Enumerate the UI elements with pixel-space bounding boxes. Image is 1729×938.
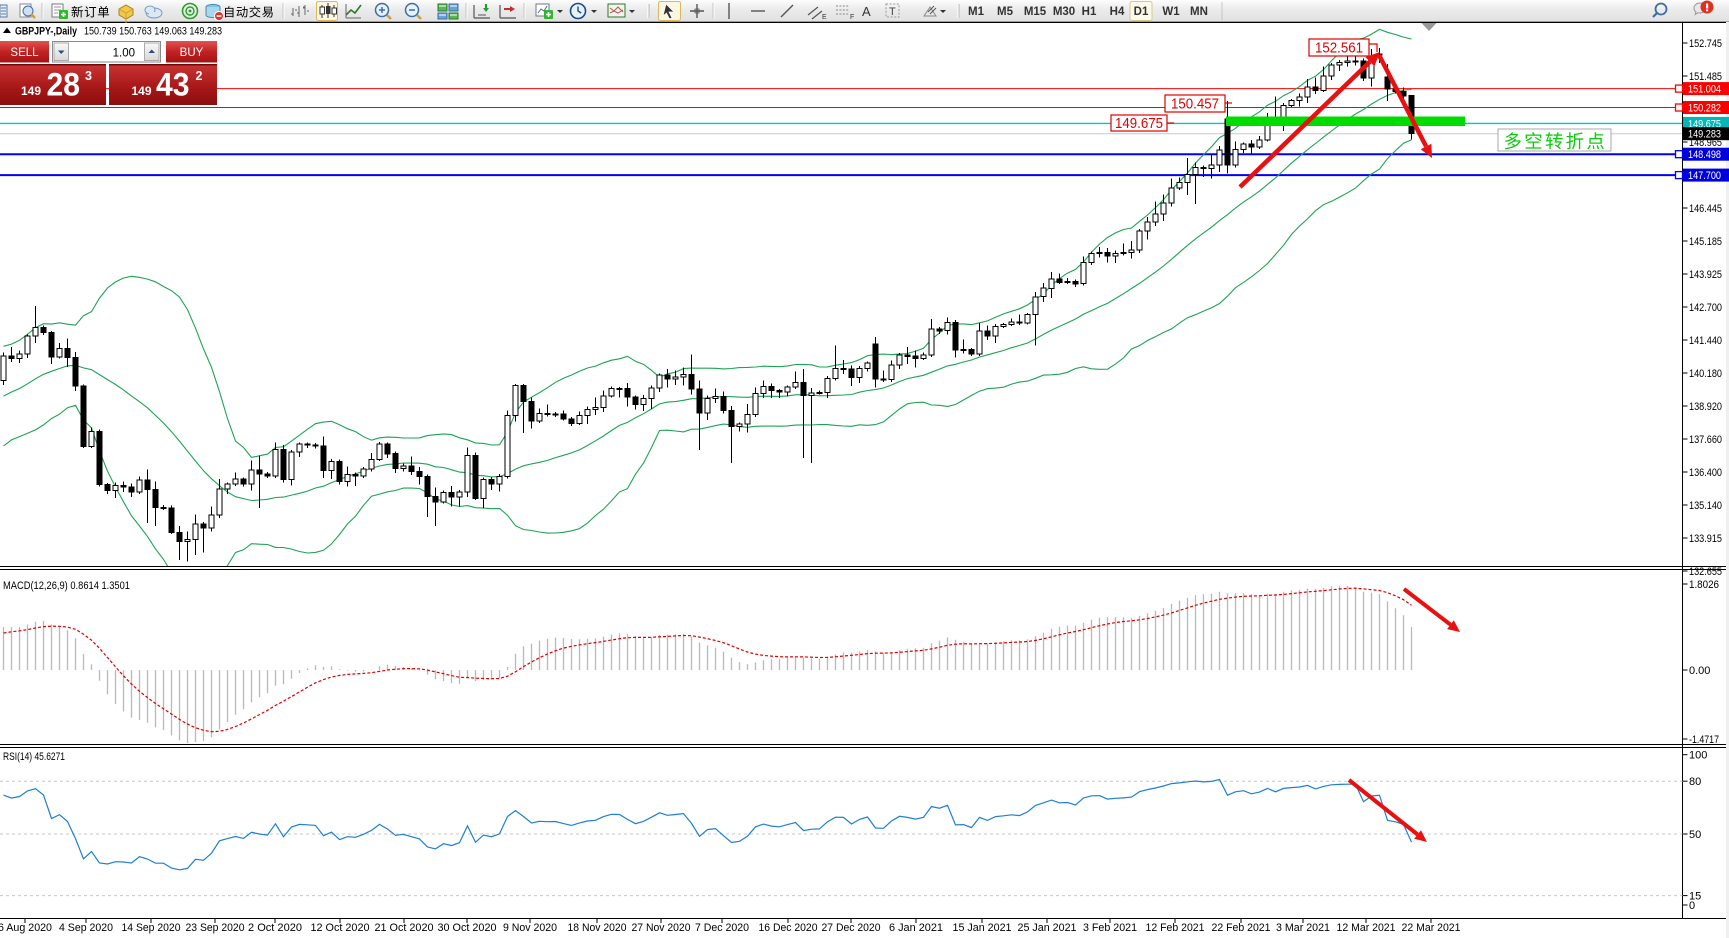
svg-text:147.700: 147.700 xyxy=(1688,170,1721,182)
svg-text:149.675: 149.675 xyxy=(1115,116,1163,132)
svg-text:M5: M5 xyxy=(997,6,1014,18)
svg-text:E: E xyxy=(822,14,827,21)
svg-text:152.745: 152.745 xyxy=(1689,38,1722,50)
svg-text:18 Nov 2020: 18 Nov 2020 xyxy=(568,922,627,934)
svg-text:T: T xyxy=(889,6,896,18)
svg-text:150.739 150.763 149.063 149.28: 150.739 150.763 149.063 149.283 xyxy=(84,26,222,38)
svg-text:152.561: 152.561 xyxy=(1315,41,1363,57)
svg-text:140.180: 140.180 xyxy=(1689,368,1722,380)
svg-text:27 Dec 2020: 27 Dec 2020 xyxy=(822,922,881,934)
svg-text:3 Feb 2021: 3 Feb 2021 xyxy=(1083,922,1137,934)
svg-text:6 Jan 2021: 6 Jan 2021 xyxy=(889,922,943,934)
svg-text:14 Sep 2020: 14 Sep 2020 xyxy=(122,922,181,934)
svg-text:50: 50 xyxy=(1689,829,1701,841)
svg-text:143.925: 143.925 xyxy=(1689,269,1722,281)
svg-text:141.440: 141.440 xyxy=(1689,335,1722,347)
svg-text:149.675: 149.675 xyxy=(1688,118,1721,130)
svg-text:27 Nov 2020: 27 Nov 2020 xyxy=(632,922,691,934)
svg-text:16 Dec 2020: 16 Dec 2020 xyxy=(759,922,818,934)
svg-text:43: 43 xyxy=(156,66,190,102)
svg-text:1.8026: 1.8026 xyxy=(1689,579,1719,591)
svg-text:151.004: 151.004 xyxy=(1688,84,1721,96)
svg-text:148.498: 148.498 xyxy=(1688,149,1721,161)
svg-text:80: 80 xyxy=(1689,776,1701,788)
svg-text:12 Oct 2020: 12 Oct 2020 xyxy=(311,922,370,934)
svg-text:149.283: 149.283 xyxy=(1688,129,1721,141)
svg-text:12 Mar 2021: 12 Mar 2021 xyxy=(1337,922,1396,934)
svg-text:9 Nov 2020: 9 Nov 2020 xyxy=(503,922,557,934)
svg-text:150.282: 150.282 xyxy=(1688,103,1721,115)
svg-text:23 Sep 2020: 23 Sep 2020 xyxy=(186,922,245,934)
svg-text:142.700: 142.700 xyxy=(1689,302,1722,314)
svg-text:12 Feb 2021: 12 Feb 2021 xyxy=(1146,922,1205,934)
svg-text:2: 2 xyxy=(196,69,203,83)
svg-text:149: 149 xyxy=(132,86,152,98)
svg-text:22 Mar 2021: 22 Mar 2021 xyxy=(1402,922,1461,934)
svg-text:28: 28 xyxy=(47,66,81,102)
svg-text:146.445: 146.445 xyxy=(1689,203,1722,215)
svg-text:1.00: 1.00 xyxy=(113,48,135,60)
svg-text:133.915: 133.915 xyxy=(1689,533,1722,545)
svg-text:150.457: 150.457 xyxy=(1171,97,1219,113)
svg-text:3: 3 xyxy=(85,69,92,83)
svg-text:SELL: SELL xyxy=(10,47,39,59)
svg-text:0.00: 0.00 xyxy=(1689,665,1710,677)
svg-text:4 Sep 2020: 4 Sep 2020 xyxy=(59,922,113,934)
svg-text:M15: M15 xyxy=(1024,6,1047,18)
svg-text:135.140: 135.140 xyxy=(1689,500,1722,512)
svg-text:BUY: BUY xyxy=(180,47,204,59)
svg-text:149: 149 xyxy=(21,86,41,98)
svg-text:136.400: 136.400 xyxy=(1689,467,1722,479)
svg-text:H4: H4 xyxy=(1110,6,1125,18)
svg-text:GBPJPY-,Daily: GBPJPY-,Daily xyxy=(15,26,78,38)
svg-text:100: 100 xyxy=(1689,750,1707,762)
svg-text:H1: H1 xyxy=(1082,6,1097,18)
svg-text:MACD(12,26,9) 0.8614 1.3501: MACD(12,26,9) 0.8614 1.3501 xyxy=(3,580,130,592)
svg-text:7 Dec 2020: 7 Dec 2020 xyxy=(695,922,749,934)
svg-text:137.660: 137.660 xyxy=(1689,434,1722,446)
svg-text:D1: D1 xyxy=(1134,6,1149,18)
svg-text:6 Aug 2020: 6 Aug 2020 xyxy=(0,922,52,934)
svg-text:151.485: 151.485 xyxy=(1689,71,1722,83)
svg-text:15: 15 xyxy=(1689,891,1701,903)
svg-text:132.655: 132.655 xyxy=(1689,566,1722,578)
svg-text:21 Oct 2020: 21 Oct 2020 xyxy=(375,922,434,934)
svg-text:-1.4717: -1.4717 xyxy=(1689,734,1719,746)
svg-text:MN: MN xyxy=(1190,6,1208,18)
svg-text:3 Mar 2021: 3 Mar 2021 xyxy=(1276,922,1330,934)
svg-text:145.185: 145.185 xyxy=(1689,236,1722,248)
svg-text:25 Jan 2021: 25 Jan 2021 xyxy=(1018,922,1077,934)
svg-text:2 Oct 2020: 2 Oct 2020 xyxy=(248,922,302,934)
svg-text:M1: M1 xyxy=(968,6,985,18)
svg-text:0: 0 xyxy=(1689,900,1695,912)
svg-text:RSI(14) 45.6271: RSI(14) 45.6271 xyxy=(3,751,65,763)
svg-text:W1: W1 xyxy=(1162,6,1180,18)
svg-text:30 Oct 2020: 30 Oct 2020 xyxy=(438,922,497,934)
svg-text:M30: M30 xyxy=(1053,6,1075,18)
svg-text:22 Feb 2021: 22 Feb 2021 xyxy=(1212,922,1271,934)
svg-text:138.920: 138.920 xyxy=(1689,401,1722,413)
svg-text:15 Jan 2021: 15 Jan 2021 xyxy=(953,922,1012,934)
svg-text:A: A xyxy=(862,4,871,19)
svg-text:F: F xyxy=(850,14,854,21)
